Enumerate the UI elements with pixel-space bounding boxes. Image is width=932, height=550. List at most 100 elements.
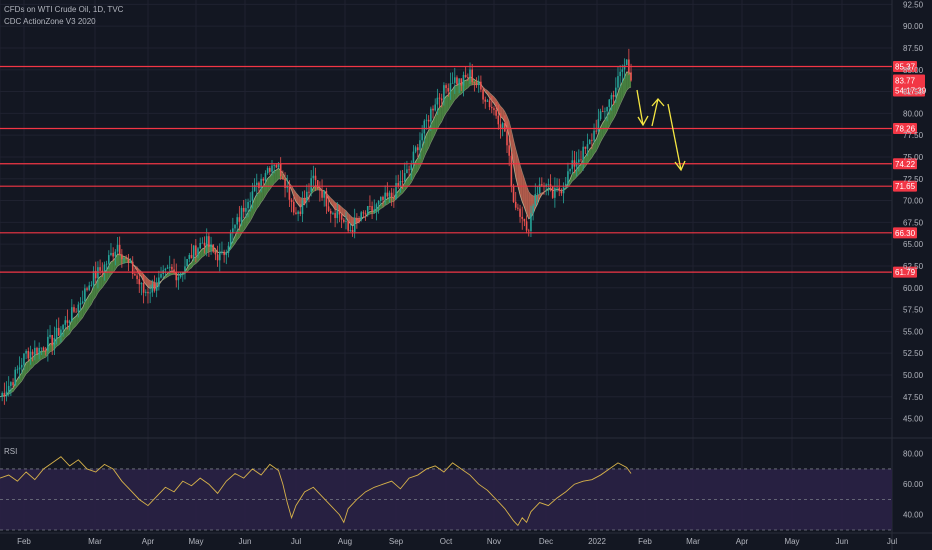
candle-body <box>36 347 38 355</box>
candle-body <box>18 367 21 370</box>
zone-segment <box>437 107 440 130</box>
price-axis[interactable]: 92.50 90.00 87.50 85.00 82.50 80.00 77.50 75.00… <box>903 0 924 423</box>
zone-segment <box>335 202 338 211</box>
candle-body <box>432 108 434 111</box>
candle-body <box>218 252 221 261</box>
zone-segment <box>343 208 346 218</box>
candle-body <box>493 108 495 110</box>
candle-body <box>3 393 6 397</box>
zone-segment <box>350 215 353 227</box>
zone-segment <box>607 111 610 131</box>
candle-body <box>129 261 132 263</box>
candle-body <box>591 139 593 141</box>
zone-segment <box>34 354 37 365</box>
zone-segment <box>97 276 101 293</box>
zone-segment <box>15 379 18 389</box>
zone-segment <box>594 139 597 155</box>
zone-segment <box>465 79 468 90</box>
zone-segment <box>613 99 616 120</box>
candle-body <box>495 109 497 116</box>
zone-segment <box>620 81 623 105</box>
candle-body <box>332 213 334 214</box>
candle-body <box>249 200 252 203</box>
candle-body <box>282 176 284 180</box>
indicator-title[interactable]: CDC ActionZone V3 2020 <box>4 17 96 26</box>
candle-body <box>386 192 389 197</box>
candle-body <box>286 185 289 188</box>
candle-body <box>94 270 97 279</box>
candle-body <box>351 229 354 233</box>
candle-body <box>118 244 121 255</box>
candle-body <box>160 274 162 278</box>
zone-segment <box>467 76 471 88</box>
candle-body <box>64 320 67 325</box>
zone-segment <box>524 178 527 215</box>
y-tick-label: 75.00 <box>903 153 924 162</box>
candle-body <box>147 291 149 294</box>
zone-segment <box>117 254 120 267</box>
candle-body <box>171 266 173 270</box>
candle-body <box>501 123 504 129</box>
candle-body <box>151 284 154 293</box>
zone-segment <box>511 129 514 166</box>
candle-body <box>47 336 49 351</box>
candle-body <box>595 130 598 132</box>
zone-segment <box>54 338 57 350</box>
zone-segment <box>93 283 96 300</box>
candle-body <box>127 259 130 263</box>
candle-body <box>438 97 441 99</box>
candle-body <box>488 100 491 108</box>
zone-segment <box>609 106 612 127</box>
candle-body <box>588 139 591 145</box>
candle-body <box>421 133 423 141</box>
level-badge <box>893 227 917 239</box>
zone-segment <box>400 186 403 196</box>
level-badge-label: 61.79 <box>895 268 916 277</box>
candle-body <box>506 131 508 146</box>
candle-body <box>10 382 12 386</box>
zone-segment <box>313 185 316 192</box>
zone-segment <box>385 198 388 206</box>
zone-segment <box>443 96 447 117</box>
zone-segment <box>382 199 386 208</box>
zone-segment <box>267 176 270 193</box>
time-axis[interactable]: 2021FebMarAprMayJunJulAugSepOctNovDec202… <box>0 537 897 546</box>
candle-body <box>38 347 40 355</box>
candle-body <box>155 286 158 291</box>
x-tick-label: Nov <box>487 537 501 546</box>
candle-body <box>208 236 210 247</box>
y-tick-label: 87.50 <box>903 44 924 53</box>
candle-body <box>188 255 191 260</box>
rsi-line <box>0 456 632 527</box>
action-zone-ribbon <box>0 71 632 398</box>
symbol-title[interactable]: CFDs on WTI Crude Oil, 1D, TVC <box>4 5 124 14</box>
candle-body <box>425 119 428 121</box>
candle-body <box>393 197 395 199</box>
candle-body <box>453 77 456 83</box>
candle-body <box>556 187 558 189</box>
candle-body <box>401 180 404 182</box>
last-price-label: 83.77 <box>895 76 916 85</box>
zone-segment <box>84 298 88 314</box>
candle-body <box>447 88 450 92</box>
candle-body <box>321 190 323 198</box>
candle-body <box>44 350 47 352</box>
zone-segment <box>369 211 373 215</box>
candle-body <box>23 353 25 365</box>
horizontal-levels[interactable]: 85.37 78.26 74.22 71.65 66.30 61.79 83.7754:17… <box>0 61 927 278</box>
candle-body <box>514 201 517 208</box>
candle-body <box>225 252 228 256</box>
candle-body <box>554 187 556 198</box>
drawn-arrows[interactable] <box>636 89 686 172</box>
zone-segment <box>295 192 299 205</box>
y-tick-label: 67.50 <box>903 218 924 227</box>
candle-body <box>423 120 426 134</box>
candle-body <box>449 83 452 92</box>
zone-segment <box>528 191 531 219</box>
candle-body <box>388 192 391 197</box>
rsi-title[interactable]: RSI <box>4 447 18 456</box>
candle-body <box>158 277 160 287</box>
candle-body <box>458 78 460 85</box>
candle-body <box>323 190 326 198</box>
